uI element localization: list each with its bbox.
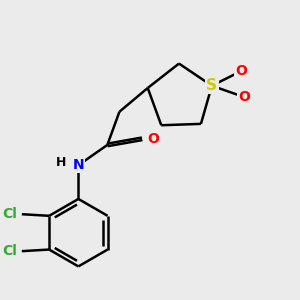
Text: O: O xyxy=(147,132,159,146)
Text: O: O xyxy=(235,64,247,78)
Text: Cl: Cl xyxy=(2,244,17,258)
Text: N: N xyxy=(73,158,84,172)
Text: S: S xyxy=(206,78,218,93)
Text: Cl: Cl xyxy=(2,207,17,221)
Text: H: H xyxy=(56,155,66,169)
Text: O: O xyxy=(238,90,250,104)
